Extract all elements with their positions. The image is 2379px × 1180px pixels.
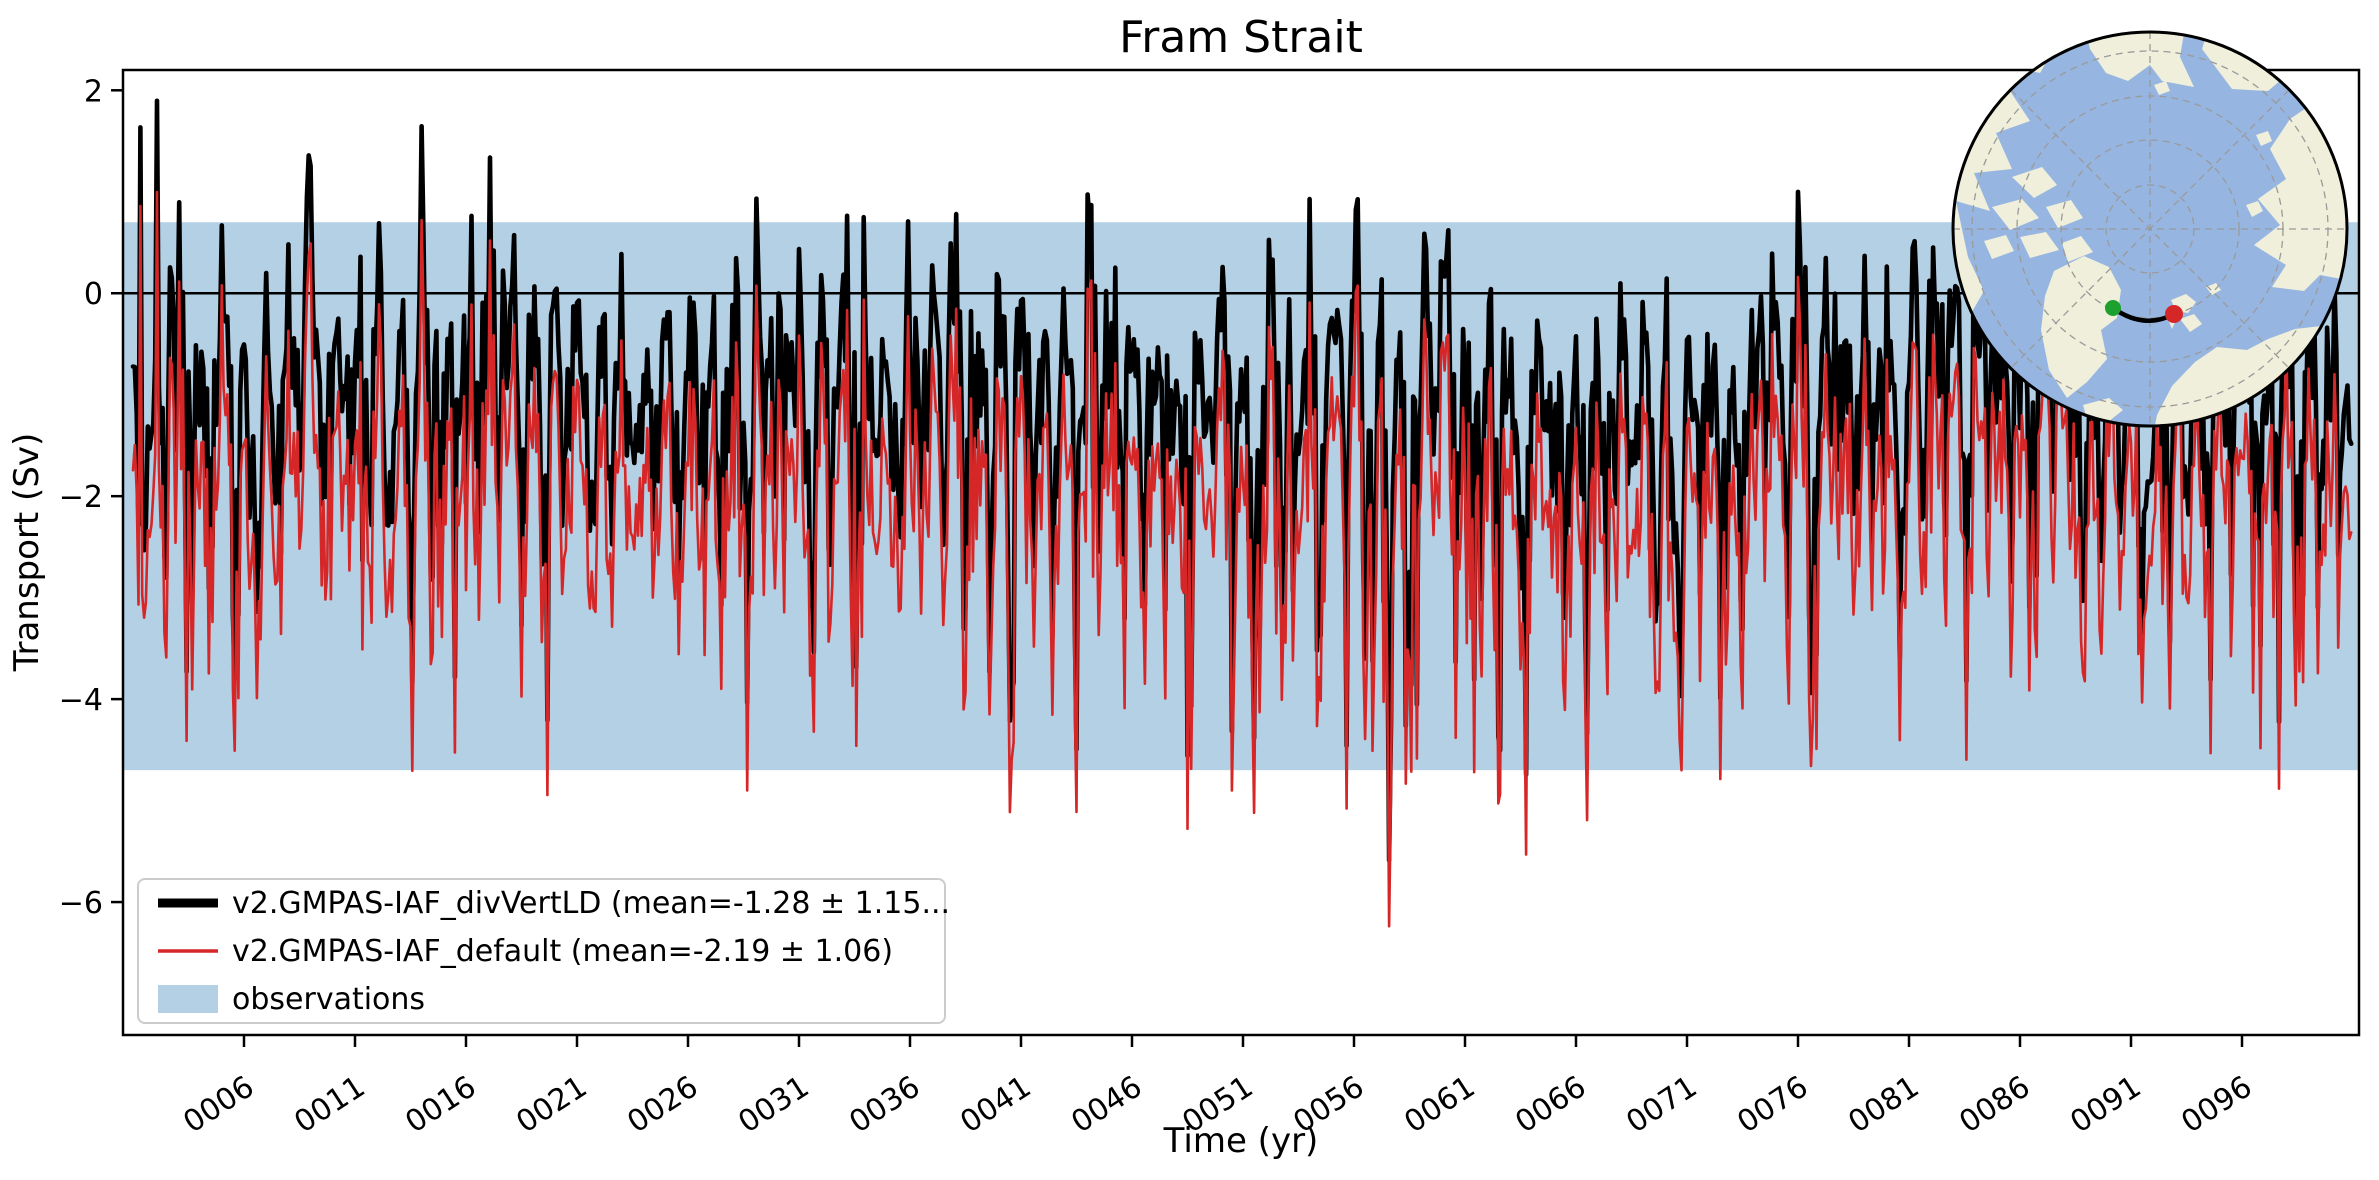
graticule-line <box>2010 89 2290 369</box>
y-tick-label: 0 <box>84 277 103 312</box>
series-default <box>131 190 2353 928</box>
map-land-shape <box>2083 398 2123 422</box>
x-tick-label: 0071 <box>1620 1069 1703 1140</box>
transect-end-marker <box>2165 305 2183 323</box>
map-land-shape <box>2020 232 2059 258</box>
y-tick-label: 2 <box>84 74 103 109</box>
map-land-shape <box>2080 32 2194 87</box>
y-tick-label: −4 <box>59 683 103 718</box>
map-land-shape <box>1984 235 2014 259</box>
x-tick-label: 0081 <box>1842 1069 1925 1140</box>
x-tick-label: 0011 <box>288 1069 371 1140</box>
x-axis-label: Time (yr) <box>1163 1121 1319 1161</box>
legend-label-observations: observations <box>232 982 425 1017</box>
x-tick-label: 0031 <box>732 1069 815 1140</box>
map-land-shape <box>2062 236 2093 262</box>
x-tick-label: 0006 <box>177 1069 260 1140</box>
x-tick-label: 0026 <box>621 1069 704 1140</box>
y-axis-ticks: 2 0 −2 −4 −6 <box>59 74 123 921</box>
chart-title: Fram Strait <box>1119 12 1363 63</box>
map-border <box>1951 30 2349 428</box>
x-tick-label: 0036 <box>843 1069 926 1140</box>
y-tick-label: −6 <box>59 886 103 921</box>
x-tick-label: 0061 <box>1398 1069 1481 1140</box>
x-tick-label: 0076 <box>1731 1069 1814 1140</box>
x-tick-label: 0046 <box>1065 1069 1148 1140</box>
map-graticule <box>1953 32 2347 426</box>
y-axis-label: Transport (Sv) <box>7 433 47 673</box>
map-land-shape <box>2246 201 2263 217</box>
map-land-shape <box>2180 314 2202 332</box>
axes-frame <box>121 68 2361 1037</box>
x-tick-label: 0041 <box>954 1069 1037 1140</box>
map-land-shape <box>2254 69 2347 291</box>
x-tick-label: 0066 <box>1509 1069 1592 1140</box>
map-land-shape <box>2046 200 2083 228</box>
legend-label-default: v2.GMPAS-IAF_default (mean=-2.19 ± 1.06) <box>232 934 893 969</box>
map-land-shape <box>2154 81 2170 95</box>
legend-swatch-observations <box>158 985 218 1013</box>
map-land-shape <box>1992 199 2039 230</box>
legend-frame <box>137 878 946 1024</box>
map-land-shape <box>2041 256 2121 398</box>
legend: v2.GMPAS-IAF_divVertLD (mean=-1.28 ± 1.1… <box>137 878 950 1024</box>
x-tick-label: 0086 <box>1953 1069 2036 1140</box>
map-land-shape <box>2256 131 2272 146</box>
legend-label-divVertLD: v2.GMPAS-IAF_divVertLD (mean=-1.28 ± 1.1… <box>232 886 950 921</box>
x-tick-label: 0021 <box>510 1069 593 1140</box>
x-tick-label: 0016 <box>399 1069 482 1140</box>
map-land-shape <box>2012 167 2057 198</box>
y-tick-label: −2 <box>59 480 103 515</box>
transect-start-marker <box>2105 300 2121 316</box>
map-land-shape <box>2206 283 2221 295</box>
x-tick-label: 0091 <box>2064 1069 2147 1140</box>
x-tick-label: 0096 <box>2175 1069 2258 1140</box>
